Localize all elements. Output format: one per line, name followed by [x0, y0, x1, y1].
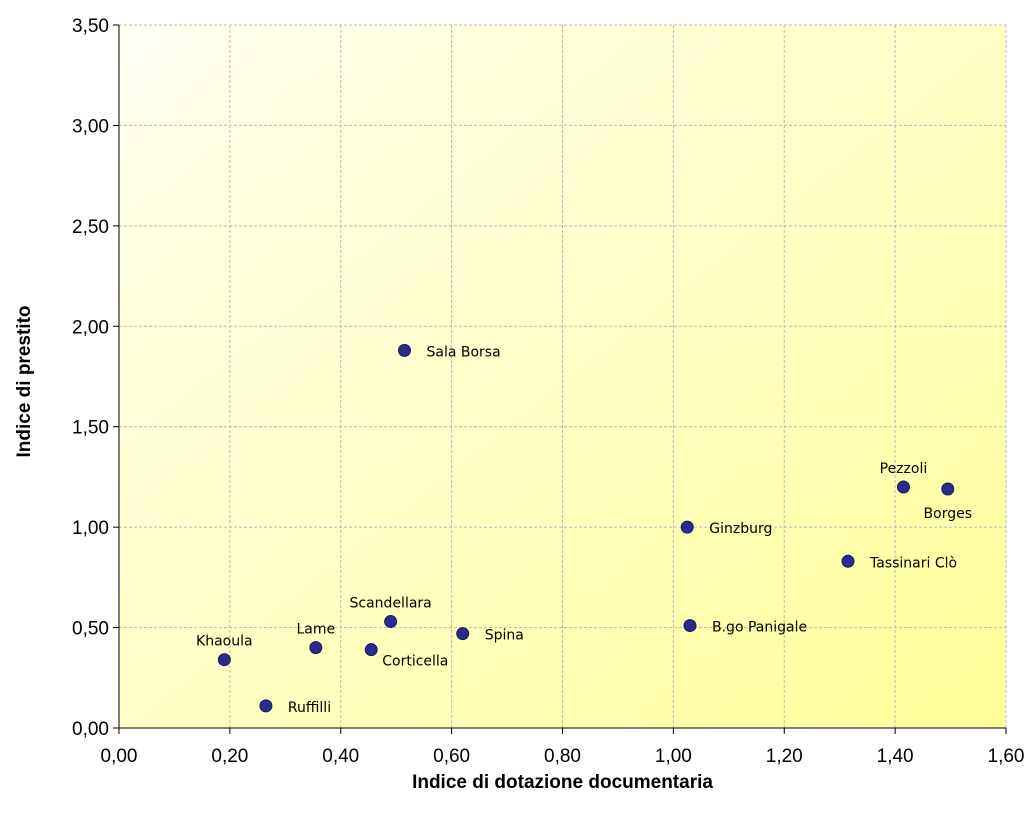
x-tick-label: 0,60 — [433, 746, 470, 767]
x-tick-label: 1,20 — [766, 746, 803, 767]
y-tick-label: 2,00 — [72, 317, 109, 338]
point-label: Borges — [924, 506, 972, 522]
data-points — [217, 343, 955, 713]
data-point — [217, 653, 231, 667]
data-point — [398, 343, 412, 357]
x-tick-label: 0,40 — [322, 746, 359, 767]
y-tick-label: 3,00 — [72, 116, 109, 137]
y-axis-ticks: 0,00 0,50 1,00 1,50 2,00 2,50 3,00 3,50 — [72, 16, 119, 740]
point-label: Spina — [485, 628, 524, 644]
y-tick-label: 1,50 — [72, 418, 109, 439]
y-tick-label: 2,50 — [72, 217, 109, 238]
y-tick-label: 0,00 — [72, 719, 109, 740]
data-point — [683, 619, 697, 633]
point-label: Lame — [296, 622, 335, 638]
data-point — [841, 554, 855, 568]
data-point — [364, 643, 378, 657]
data-point — [259, 699, 273, 713]
point-label: B.go Panigale — [712, 620, 807, 636]
data-point — [896, 480, 910, 494]
point-label: Ruffilli — [288, 700, 331, 716]
x-tick-label: 0,80 — [544, 746, 581, 767]
data-point — [456, 627, 470, 641]
point-label: Khaoula — [196, 634, 253, 650]
x-tick-label: 1,40 — [877, 746, 914, 767]
data-point — [309, 641, 323, 655]
x-tick-label: 1,00 — [655, 746, 692, 767]
x-tick-label: 0,20 — [211, 746, 248, 767]
point-label: Corticella — [382, 654, 448, 670]
x-tick-label: 1,60 — [988, 746, 1025, 767]
data-point — [941, 482, 955, 496]
point-label: Tassinari Clò — [869, 555, 957, 571]
point-label: Ginzburg — [709, 521, 772, 537]
point-label: Pezzoli — [880, 461, 928, 477]
y-tick-label: 0,50 — [72, 619, 109, 640]
x-axis-ticks: 0,00 0,20 0,40 0,60 0,80 1,00 1,20 1,40 1,60 — [101, 728, 1025, 767]
y-axis-title: Indice di prestito — [14, 305, 35, 457]
point-labels: Sala Borsa Pezzoli Borges Ginzburg Tassinari… — [196, 344, 972, 716]
point-label: Sala Borsa — [427, 344, 501, 360]
y-tick-label: 3,50 — [72, 16, 109, 37]
x-axis-title: Indice di dotazione documentaria — [412, 772, 713, 793]
data-point — [384, 615, 398, 629]
point-label: Scandellara — [350, 596, 432, 612]
x-tick-label: 0,00 — [101, 746, 138, 767]
data-point — [680, 520, 694, 534]
gridlines — [119, 24, 1007, 728]
y-tick-label: 1,00 — [72, 518, 109, 539]
